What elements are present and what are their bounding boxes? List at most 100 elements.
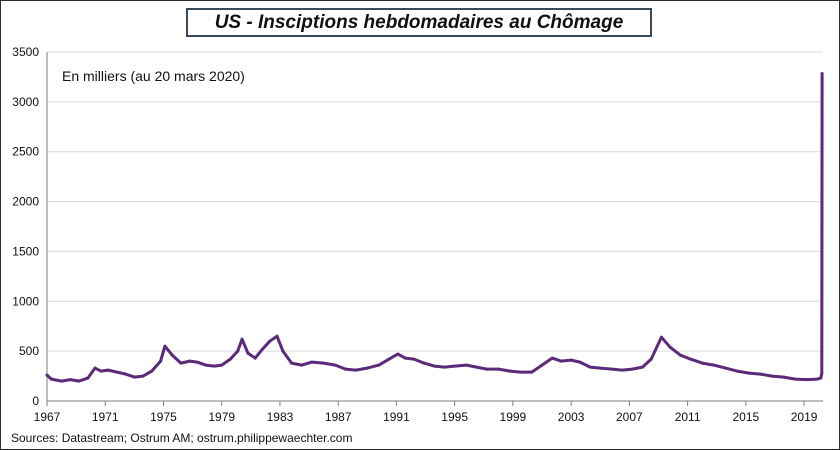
- data-point: [747, 371, 751, 375]
- x-tick-label: 2007: [616, 410, 643, 424]
- data-point: [261, 347, 264, 351]
- data-point: [60, 379, 64, 383]
- data-point: [195, 360, 199, 364]
- data-point: [86, 376, 90, 380]
- data-point: [179, 361, 183, 365]
- data-point: [793, 377, 797, 381]
- data-point: [246, 351, 250, 355]
- data-point: [212, 364, 216, 368]
- data-point: [758, 372, 762, 376]
- chart-annotation: En milliers (au 20 mars 2020): [62, 68, 245, 84]
- data-point: [712, 363, 716, 367]
- data-point: [485, 367, 489, 371]
- data-point: [354, 368, 358, 372]
- y-tick-label: 1000: [12, 294, 39, 308]
- data-point: [598, 366, 602, 370]
- data-point: [163, 344, 167, 348]
- data-point: [240, 337, 244, 341]
- data-point: [443, 365, 446, 369]
- x-tick-label: 2015: [732, 410, 759, 424]
- data-point: [228, 357, 232, 361]
- x-tick-label: 1979: [208, 410, 235, 424]
- data-point: [275, 334, 279, 338]
- data-point: [620, 368, 624, 372]
- data-point: [106, 368, 110, 372]
- data-point: [518, 370, 522, 374]
- data-point: [559, 359, 563, 363]
- gridlines: [47, 51, 823, 352]
- data-point: [124, 372, 128, 376]
- chart-title: US - Insciptions hebdomadaires au Chômag…: [214, 11, 624, 33]
- y-axis-ticks: 0 500 1000 1500 2000 2500 3000 3500: [12, 45, 39, 408]
- series-line: [45, 72, 824, 383]
- data-point: [475, 365, 478, 369]
- data-point: [815, 377, 819, 381]
- x-tick-label: 1999: [500, 410, 527, 424]
- data-point: [236, 349, 240, 353]
- data-point: [641, 365, 644, 369]
- axes: [46, 52, 823, 402]
- data-point: [322, 361, 326, 365]
- data-point: [540, 363, 544, 367]
- data-point: [115, 370, 119, 374]
- data-point: [588, 365, 592, 369]
- y-tick-label: 2000: [12, 195, 39, 209]
- y-tick-label: 0: [32, 394, 39, 408]
- x-tick-label: 1995: [441, 410, 468, 424]
- x-tick-label: 1987: [325, 410, 352, 424]
- data-point: [344, 367, 347, 371]
- data-point: [630, 367, 634, 371]
- data-point: [678, 353, 682, 357]
- data-point: [159, 359, 163, 363]
- data-point: [188, 359, 192, 363]
- data-point: [150, 369, 154, 373]
- series-layer: [45, 72, 824, 383]
- data-point: [724, 366, 727, 370]
- data-point: [300, 363, 304, 367]
- data-point: [649, 357, 653, 361]
- data-point: [422, 361, 426, 365]
- data-point: [377, 363, 381, 367]
- data-point: [333, 363, 337, 367]
- data-point: [45, 373, 49, 377]
- data-point: [578, 360, 582, 364]
- y-tick-label: 2500: [12, 145, 39, 159]
- data-point: [432, 364, 436, 368]
- data-point: [403, 356, 407, 360]
- data-point: [569, 358, 573, 362]
- data-point: [820, 371, 824, 375]
- data-point: [412, 357, 416, 361]
- data-point: [819, 376, 823, 380]
- data-point: [268, 339, 272, 343]
- data-point: [689, 357, 692, 361]
- data-point: [281, 349, 285, 353]
- data-point: [170, 353, 174, 357]
- data-point: [530, 370, 534, 374]
- data-point: [550, 356, 554, 360]
- data-point: [496, 367, 500, 371]
- data-point: [820, 72, 824, 76]
- data-point: [508, 369, 512, 373]
- data-point: [668, 345, 672, 349]
- x-tick-label: 1975: [150, 410, 177, 424]
- x-axis-ticks: 1967 1971 1975 1979 1983 1987 1991 1995 1999 2003…: [34, 401, 818, 424]
- data-point: [464, 363, 468, 367]
- data-point: [220, 363, 224, 367]
- y-tick-label: 500: [19, 344, 39, 358]
- data-point: [253, 356, 257, 360]
- data-point: [659, 335, 663, 339]
- x-tick-label: 1991: [383, 410, 410, 424]
- data-point: [68, 378, 72, 382]
- data-point: [310, 360, 314, 364]
- data-point: [782, 375, 786, 379]
- chart-title-box: US - Insciptions hebdomadaires au Chômag…: [186, 8, 652, 37]
- data-point: [770, 374, 774, 378]
- x-tick-label: 1967: [34, 410, 61, 424]
- data-point: [290, 361, 294, 365]
- data-point: [735, 369, 739, 373]
- data-point: [365, 366, 369, 370]
- data-point: [141, 374, 145, 378]
- data-point: [387, 357, 391, 361]
- data-point: [77, 379, 81, 383]
